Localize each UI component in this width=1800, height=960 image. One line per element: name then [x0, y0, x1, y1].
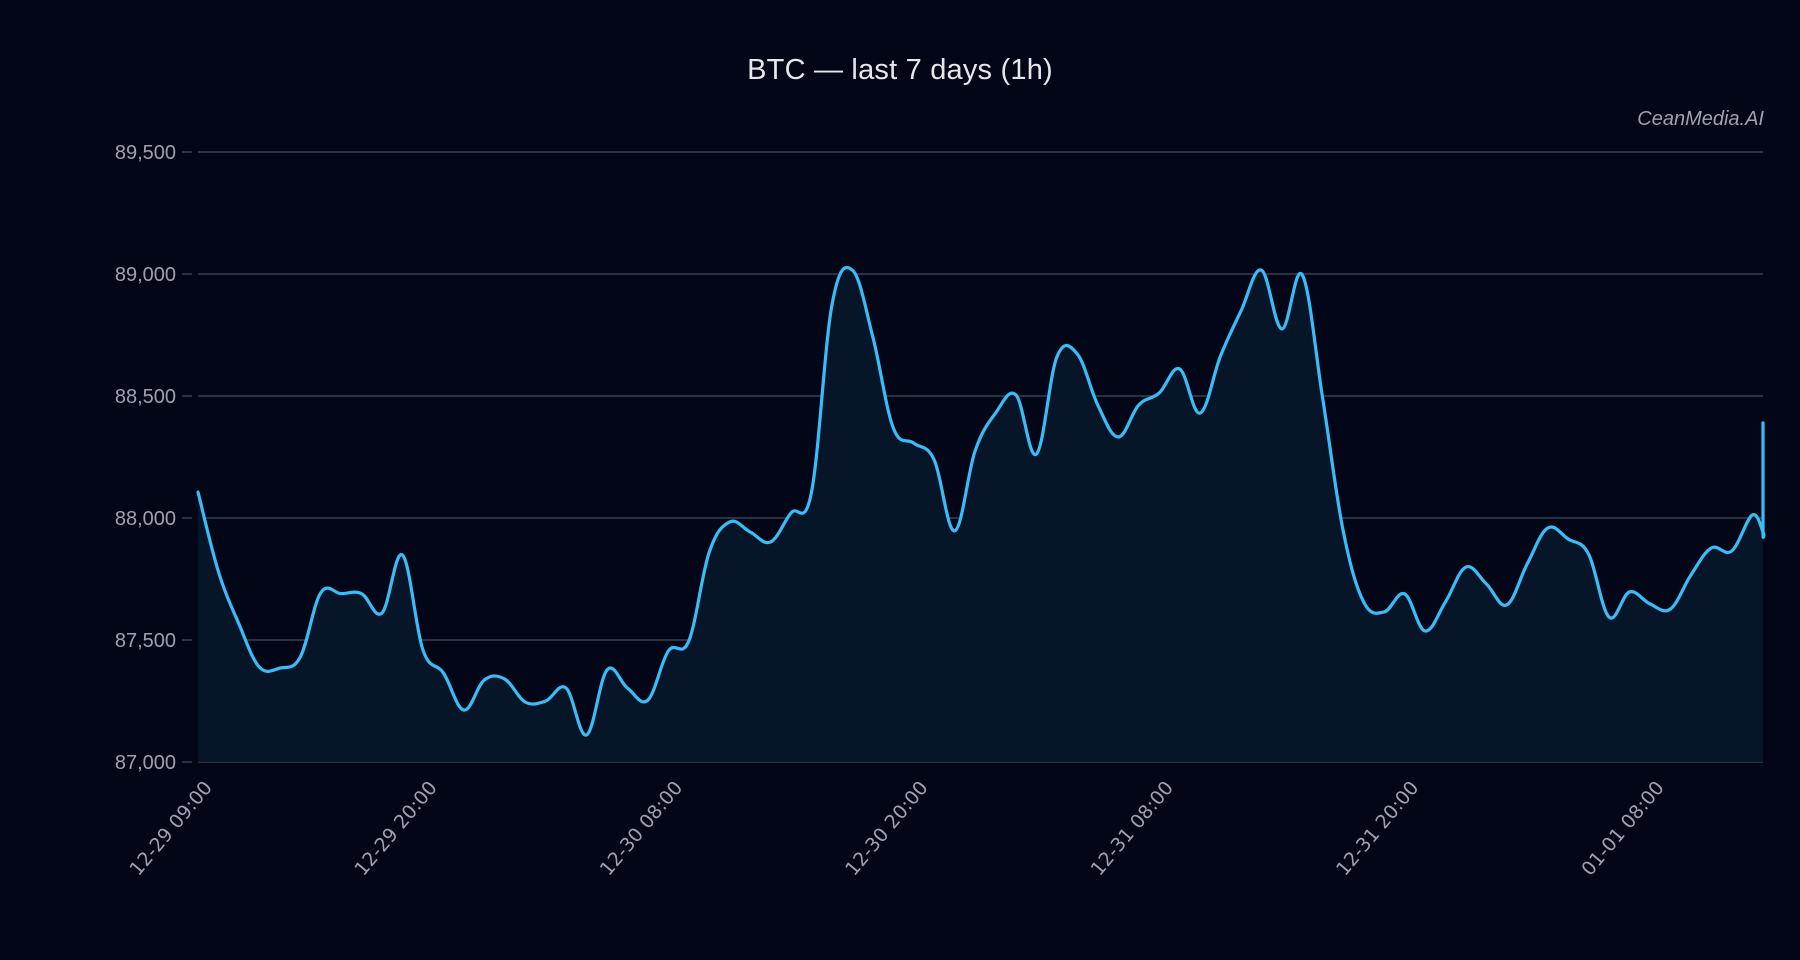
chart-title: BTC — last 7 days (1h) [747, 54, 1053, 86]
y-axis: 87,000 87,500 88,000 88,500 89,000 89,500 [115, 142, 192, 774]
x-tick-label: 12-29 20:00 [350, 777, 441, 880]
y-tick-label: 89,000 [115, 264, 176, 286]
x-axis: 12-29 09:00 12-29 20:00 12-30 08:00 12-30 2… [125, 777, 1668, 880]
x-tick-label: 12-30 20:00 [841, 777, 932, 880]
x-tick-label: 12-31 08:00 [1087, 777, 1178, 880]
price-area-fill [198, 267, 1764, 762]
x-tick-label: 12-29 09:00 [125, 777, 216, 880]
y-tick-label: 89,500 [115, 142, 176, 164]
x-tick-label: 12-31 20:00 [1332, 777, 1423, 880]
watermark: CeanMedia.AI [1637, 108, 1764, 130]
x-tick-label: 12-30 08:00 [596, 777, 687, 880]
y-tick-label: 87,500 [115, 630, 176, 652]
y-tick-label: 87,000 [115, 752, 176, 774]
y-tick-label: 88,000 [115, 508, 176, 530]
price-line [196, 265, 1766, 737]
y-tick-label: 88,500 [115, 386, 176, 408]
x-tick-label: 01-01 08:00 [1577, 777, 1668, 880]
